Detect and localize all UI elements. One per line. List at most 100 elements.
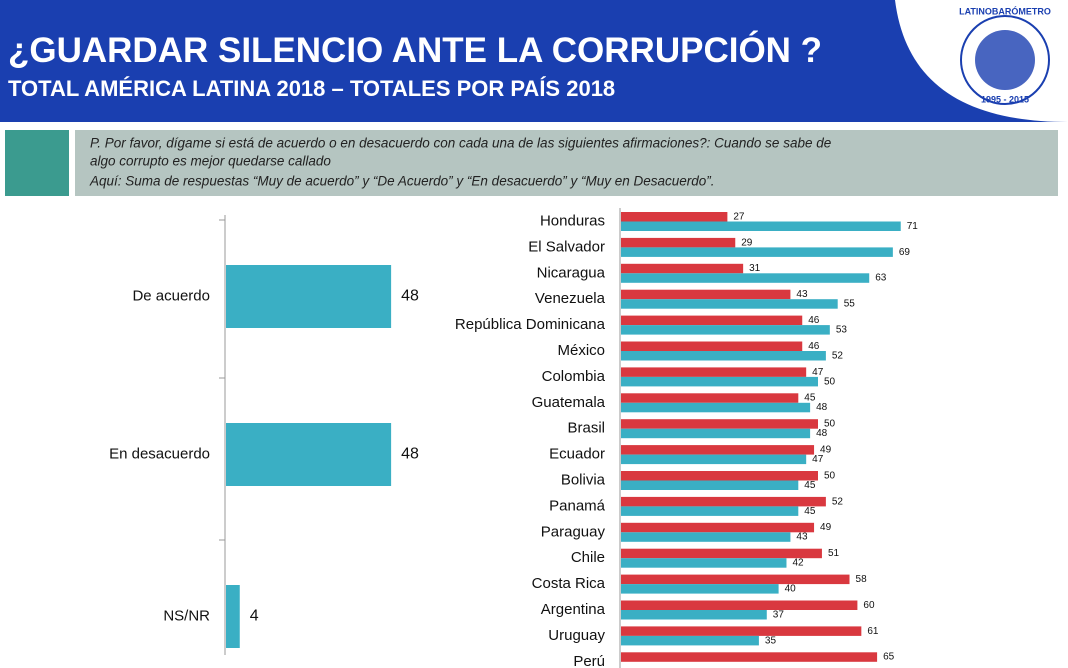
bar: [621, 419, 818, 429]
bar: [621, 600, 858, 610]
value-label: 47: [812, 367, 824, 378]
category-label: En desacuerdo: [109, 445, 210, 462]
value-label: 50: [824, 470, 836, 481]
value-label: 31: [749, 263, 761, 274]
title: ¿GUARDAR SILENCIO ANTE LA CORRUPCIÓN ?: [8, 30, 822, 70]
value-label: 69: [899, 247, 911, 258]
value-label: 45: [804, 393, 816, 404]
bar: [621, 506, 799, 516]
bar: [621, 428, 811, 439]
value-label: 42: [792, 558, 804, 569]
bar: [621, 522, 815, 533]
category-label: Panamá: [549, 497, 606, 514]
value-label: 48: [816, 428, 828, 439]
category-label: Bolivia: [561, 471, 606, 488]
value-label: 40: [785, 583, 797, 594]
bar: [621, 221, 901, 231]
bar: [621, 351, 826, 361]
bar: [621, 402, 811, 413]
question-marker: [5, 130, 69, 196]
bar: [621, 247, 893, 257]
value-label: 58: [856, 574, 868, 585]
bar: [621, 626, 862, 636]
bar: [621, 610, 767, 620]
category-label: Chile: [571, 549, 605, 566]
bar: [621, 325, 830, 335]
bar: [621, 558, 787, 568]
category-label: Uruguay: [548, 627, 605, 644]
category-label: Nicaragua: [537, 264, 606, 281]
category-label: NS/NR: [163, 607, 210, 624]
category-label: Paraguay: [541, 523, 606, 540]
category-label: Honduras: [540, 212, 605, 229]
value-label: 65: [883, 652, 895, 663]
category-label: Perú: [573, 653, 605, 668]
question-line: Aquí: Suma de respuestas “Muy de acuerdo…: [89, 174, 715, 189]
value-label: 43: [796, 532, 808, 543]
value-label: 50: [824, 376, 836, 387]
value-label: 35: [765, 635, 777, 646]
value-label: 47: [812, 454, 824, 465]
category-label: Argentina: [541, 601, 606, 618]
value-label: 51: [828, 548, 840, 559]
value-label: 48: [401, 288, 419, 305]
bar: [621, 454, 807, 465]
question-box: [75, 130, 1058, 196]
value-label: 52: [832, 496, 844, 507]
value-label: 45: [804, 506, 816, 517]
bar: [621, 212, 728, 222]
category-label: De acuerdo: [132, 287, 210, 304]
value-label: 55: [844, 299, 856, 310]
bar: [226, 423, 392, 486]
bar: [621, 652, 878, 662]
value-label: 48: [401, 446, 419, 463]
bar: [621, 367, 807, 377]
logo-name: LATINOBARÓMETRO: [959, 5, 1051, 16]
bar: [621, 289, 791, 300]
bar: [621, 584, 779, 594]
value-label: 37: [773, 609, 785, 620]
bar: [621, 574, 850, 585]
value-label: 45: [804, 480, 816, 491]
bar: [621, 471, 818, 481]
value-label: 46: [808, 341, 820, 352]
value-label: 71: [907, 221, 919, 232]
category-label: Colombia: [542, 368, 606, 385]
bar: [621, 548, 822, 559]
value-label: 61: [867, 626, 879, 637]
bar: [621, 496, 826, 507]
value-label: 49: [820, 522, 832, 533]
bar: [621, 393, 799, 403]
category-label: Venezuela: [535, 290, 606, 307]
logo-globe: [975, 30, 1035, 90]
category-label: Costa Rica: [532, 575, 606, 592]
category-label: Ecuador: [549, 446, 605, 463]
subtitle: TOTAL AMÉRICA LATINA 2018 – TOTALES POR …: [8, 76, 615, 101]
question-line: algo corrupto es mejor quedarse callado: [90, 154, 331, 169]
category-label: Brasil: [567, 420, 605, 437]
value-label: 43: [796, 289, 808, 300]
category-label: República Dominicana: [455, 316, 606, 333]
value-label: 63: [875, 273, 887, 284]
value-label: 49: [820, 444, 832, 455]
value-label: 4: [250, 608, 259, 625]
bar: [621, 532, 791, 542]
bar: [621, 299, 838, 309]
bar: [621, 376, 818, 387]
bar: [226, 265, 392, 328]
logo-years: 1995 - 2015: [981, 94, 1029, 104]
question-line: P. Por favor, dígame si está de acuerdo …: [90, 136, 831, 151]
value-label: 29: [741, 237, 753, 248]
value-label: 52: [832, 350, 844, 361]
category-label: El Salvador: [528, 238, 605, 255]
category-label: Guatemala: [532, 394, 606, 411]
bar: [621, 341, 803, 351]
category-label: México: [557, 342, 605, 359]
bar: [621, 635, 759, 646]
header-band: [0, 0, 1068, 122]
value-label: 50: [824, 419, 836, 430]
bar: [621, 237, 736, 248]
bar: [621, 480, 799, 490]
bar: [226, 585, 240, 648]
